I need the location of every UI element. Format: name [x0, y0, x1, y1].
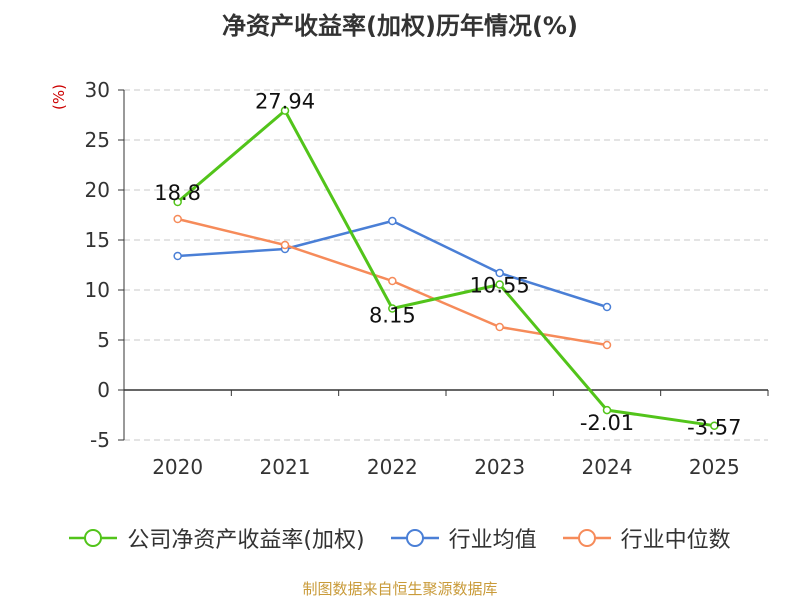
point-avg-2020 [173, 251, 182, 261]
legend: 公司净资产收益率(加权) 行业均值 行业中位数 [0, 522, 800, 554]
point-median-2023 [495, 322, 504, 332]
y-tick-label-0: 30 [85, 78, 110, 102]
y-tick-label-4: 10 [85, 278, 110, 302]
legend-median-line-icon [562, 529, 611, 547]
y-tick-label-3: 15 [85, 228, 110, 252]
legend-label-company: 公司净资产收益率(加权) [127, 528, 365, 553]
y-tick-label-7: -5 [90, 428, 110, 452]
x-tick-label-2024: 2024 [582, 455, 633, 479]
point-company-2022 [388, 304, 397, 313]
y-tick-label-6: 0 [97, 378, 110, 402]
grid-lines [124, 89, 768, 441]
series-line-company [176, 109, 715, 428]
chart-title: 净资产收益率(加权)历年情况(%) [222, 12, 578, 40]
point-company-2023 [495, 280, 504, 289]
point-avg-2024 [602, 302, 612, 312]
point-median-2022 [388, 276, 397, 286]
legend-company-line-icon [69, 529, 118, 547]
data-labels: 18.8 27.94 8.15 10.55 -2.01 -3.57 [154, 90, 741, 440]
data-label-company-2022: 8.15 [369, 304, 416, 328]
data-label-company-2021: 27.94 [255, 90, 315, 114]
legend-item-company[interactable]: 公司净资产收益率(加权) [69, 522, 365, 554]
x-tick-label-2022: 2022 [367, 455, 418, 479]
series-lines [173, 106, 719, 430]
legend-label-avg: 行业均值 [448, 528, 537, 553]
point-avg-2023 [495, 268, 504, 278]
legend-avg-line-icon [390, 529, 439, 547]
data-label-company-2020: 18.8 [154, 181, 201, 205]
legend-item-median[interactable]: 行业中位数 [562, 522, 731, 554]
point-median-2021 [280, 240, 290, 250]
x-tick-label-2021: 2021 [260, 455, 311, 479]
point-median-2020 [173, 214, 182, 224]
point-company-2020 [173, 197, 182, 207]
legend-label-median: 行业中位数 [620, 528, 731, 553]
data-label-company-2024: -2.01 [580, 411, 634, 435]
data-label-company-2025: -3.57 [687, 416, 741, 440]
y-tick-label-2: 20 [85, 178, 110, 202]
y-tick-label-1: 25 [85, 128, 110, 152]
x-tick-label-2023: 2023 [474, 455, 525, 479]
point-company-2024 [602, 405, 612, 415]
x-tick-label-2025: 2025 [689, 455, 740, 479]
y-tick-label-5: 5 [97, 328, 110, 352]
point-company-2025 [710, 421, 719, 430]
data-source-note: 制图数据来自恒生聚源数据库 [302, 580, 498, 598]
point-median-2024 [602, 340, 612, 350]
axes: 30 25 20 15 10 5 0 -5 2020 2021 2022 2023 2024 2025 [85, 78, 769, 479]
legend-item-avg[interactable]: 行业均值 [390, 522, 537, 554]
data-label-company-2023: 10.55 [470, 274, 530, 298]
point-company-2021 [280, 106, 290, 115]
x-tick-label-2020: 2020 [152, 455, 203, 479]
point-avg-2022 [388, 216, 397, 226]
